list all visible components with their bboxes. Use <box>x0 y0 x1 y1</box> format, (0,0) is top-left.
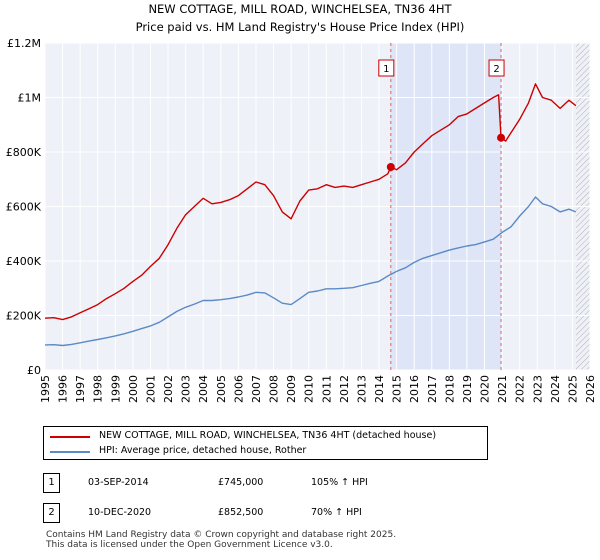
x-tick-label: 2009 <box>285 375 298 403</box>
x-tick-label: 2013 <box>355 375 368 403</box>
x-tick-label: 1999 <box>109 375 122 403</box>
legend: NEW COTTAGE, MILL ROAD, WINCHELSEA, TN36… <box>43 426 488 460</box>
sale-marker-label: 1 <box>383 64 389 75</box>
y-tick-label: £0 <box>27 364 41 377</box>
sale-marker-box <box>488 59 505 77</box>
x-tick-label: 2006 <box>232 375 245 403</box>
sale-hpi-change: 70% ↑ HPI <box>311 507 362 518</box>
sale-price: £852,500 <box>218 507 264 518</box>
x-tick-label: 2011 <box>320 375 333 403</box>
x-tick-label: 2015 <box>391 375 404 403</box>
sale-marker-box <box>378 59 395 77</box>
x-tick-label: 2001 <box>144 375 157 403</box>
x-tick-label: 2012 <box>338 375 351 403</box>
sale-marker-badge: 1 <box>43 473 60 493</box>
x-tick-label: 2017 <box>426 375 439 403</box>
sale-date: 10-DEC-2020 <box>88 507 152 518</box>
x-tick-label: 2025 <box>566 375 579 403</box>
series-line-hpi <box>44 196 577 347</box>
x-tick-label: 1996 <box>57 375 70 403</box>
x-tick-label: 1995 <box>39 375 52 403</box>
x-tick-label: 1998 <box>92 375 105 403</box>
sale-marker-badge: 2 <box>43 503 60 523</box>
x-tick-label: 2019 <box>461 375 474 403</box>
x-tick-label: 2007 <box>250 375 263 403</box>
sale-hpi-change: 105% ↑ HPI <box>311 477 368 488</box>
x-tick-label: 2005 <box>215 375 228 403</box>
legend-label-hpi: HPI: Average price, detached house, Roth… <box>99 445 307 456</box>
x-tick-label: 2002 <box>162 375 175 403</box>
x-tick-label: 2022 <box>514 375 527 403</box>
x-tick-label: 2023 <box>531 375 544 403</box>
x-tick-label: 2010 <box>303 375 316 403</box>
x-tick-label: 2016 <box>408 375 421 403</box>
sale-point <box>386 162 395 171</box>
x-tick-label: 2003 <box>180 375 193 403</box>
chart-subtitle: Price paid vs. HM Land Registry's House … <box>136 20 465 34</box>
y-tick-label: £600K <box>6 201 42 214</box>
y-tick-label: £200K <box>6 310 42 323</box>
y-tick-label: £800K <box>6 146 42 159</box>
y-tick-label: £1.2M <box>7 37 41 50</box>
footer: Contains HM Land Registry data © Crown c… <box>46 530 396 550</box>
series-line-property <box>44 83 577 321</box>
legend-swatch-property <box>50 436 90 438</box>
footer-copyright: Contains HM Land Registry data © Crown c… <box>46 530 397 540</box>
legend-swatch-hpi <box>50 451 90 453</box>
x-tick-label: 1997 <box>74 375 87 403</box>
x-tick-label: 2026 <box>584 375 597 403</box>
sale-price: £745,000 <box>218 477 264 488</box>
sale-marker-label: 2 <box>493 64 499 75</box>
x-tick-label: 2004 <box>197 375 210 403</box>
chart-title: NEW COTTAGE, MILL ROAD, WINCHELSEA, TN36… <box>148 2 452 16</box>
x-tick-label: 2020 <box>479 375 492 403</box>
x-tick-label: 2021 <box>496 375 509 403</box>
y-tick-label: £1M <box>18 92 42 105</box>
sale-row-2: 2 10-DEC-2020 £852,500 70% ↑ HPI <box>43 503 463 523</box>
x-tick-label: 2024 <box>549 375 562 403</box>
x-tick-label: 2000 <box>127 375 140 403</box>
sale-point <box>497 133 506 142</box>
y-tick-label: £400K <box>6 255 42 268</box>
price-chart: NEW COTTAGE, MILL ROAD, WINCHELSEA, TN36… <box>6 2 597 403</box>
x-tick-label: 2008 <box>268 375 281 403</box>
footer-licence: This data is licensed under the Open Gov… <box>46 540 333 550</box>
x-tick-label: 2014 <box>373 375 386 403</box>
sale-row-1: 1 03-SEP-2014 £745,000 105% ↑ HPI <box>43 473 463 493</box>
x-tick-label: 2018 <box>443 375 456 403</box>
sale-date: 03-SEP-2014 <box>88 477 149 488</box>
legend-label-property: NEW COTTAGE, MILL ROAD, WINCHELSEA, TN36… <box>99 430 437 441</box>
